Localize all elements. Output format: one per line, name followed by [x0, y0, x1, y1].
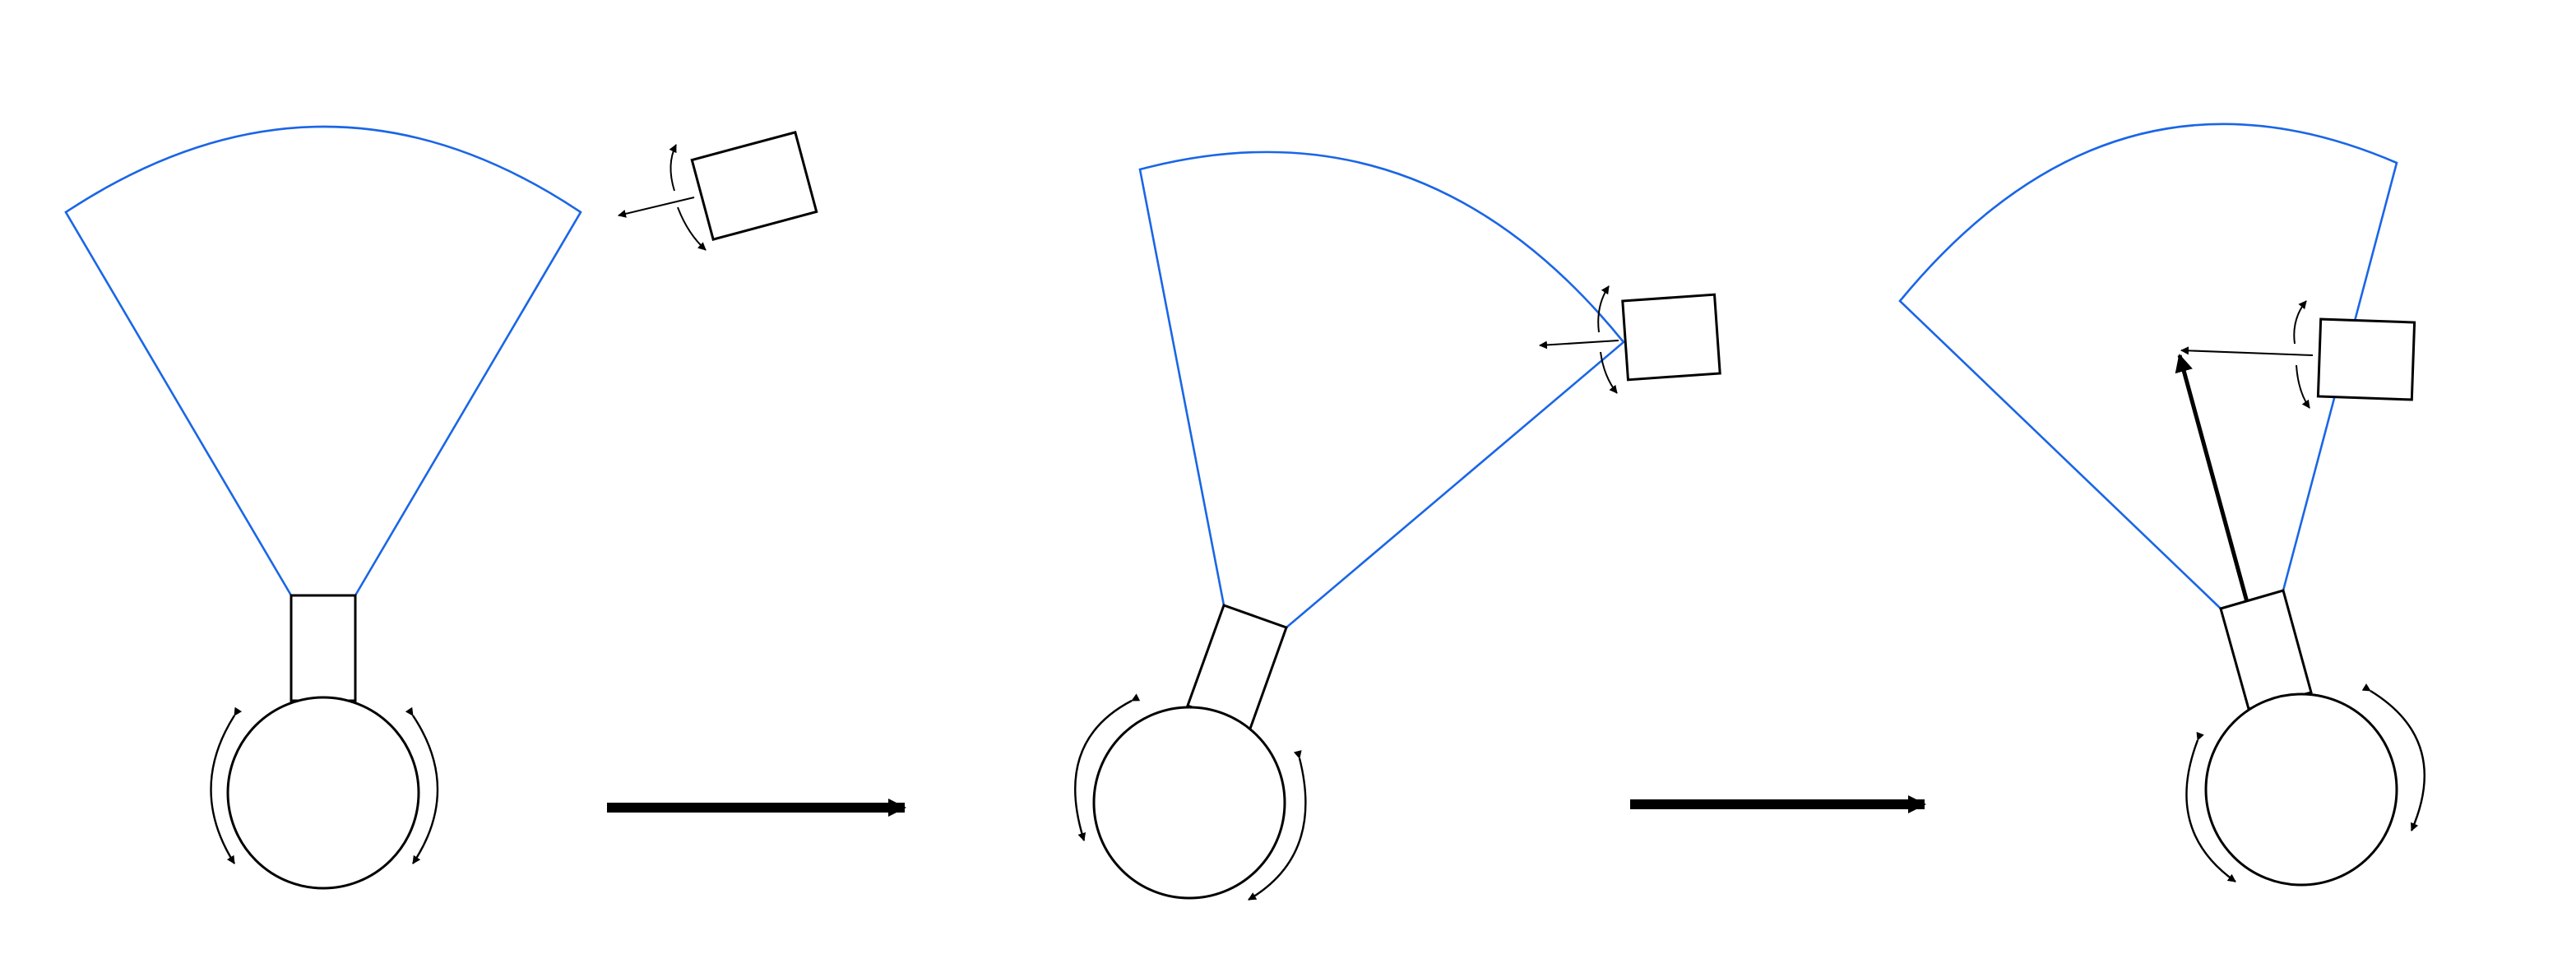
robot-base: [2204, 692, 2398, 887]
sensor-mount: [290, 594, 357, 702]
target-motion-arrow: [2180, 346, 2314, 356]
rotation-arrow-left: [2185, 731, 2236, 882]
target-rotation-arrow-down: [2296, 364, 2310, 409]
rotation-arrow-right: [2361, 683, 2425, 831]
target-rotation-arrow-up: [2293, 300, 2307, 345]
robot-base: [1092, 706, 1286, 900]
target-rotation-arrow-down: [1600, 351, 1618, 394]
rotation-arrow-right: [1248, 750, 1307, 901]
stage-1: [64, 125, 818, 890]
robot-base: [226, 696, 420, 890]
field-of-view-cone: [64, 125, 582, 597]
stage-3: [1898, 123, 2425, 887]
rotation-arrow-left: [210, 706, 243, 864]
field-of-view-cone: [1898, 123, 2398, 610]
target-box: [2316, 317, 2416, 401]
stage-2: [1074, 151, 1721, 901]
target-rotation-arrow-up: [1597, 285, 1610, 333]
sensor-heading-arrow: [2175, 354, 2249, 603]
target-rotation-arrow-down: [677, 206, 707, 251]
target-motion-arrow: [618, 197, 695, 218]
sensor-mount: [2219, 589, 2313, 711]
target-motion-arrow: [1539, 340, 1619, 350]
target-box: [690, 131, 818, 241]
rotation-arrow-left: [1074, 693, 1141, 841]
field-of-view-cone: [1138, 151, 1625, 629]
rotation-arrow-right: [405, 706, 439, 864]
target-rotation-arrow-up: [669, 144, 677, 192]
target-box: [1621, 293, 1721, 382]
